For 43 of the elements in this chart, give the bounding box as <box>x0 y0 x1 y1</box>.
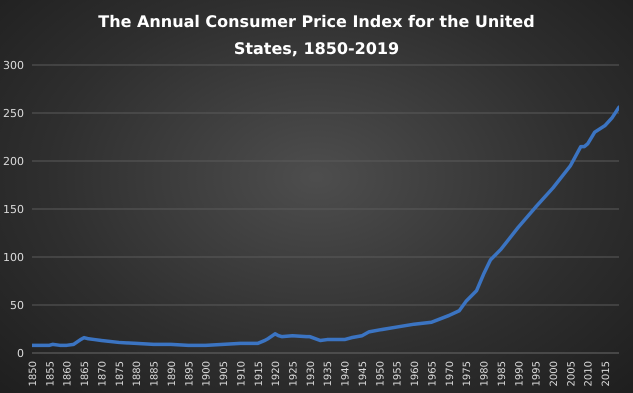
y-tick-label: 250 <box>3 106 24 120</box>
x-tick-label: 1900 <box>202 361 213 386</box>
x-tick-label: 1875 <box>114 361 126 386</box>
x-tick-label: 1990 <box>514 361 526 386</box>
x-tick-label: 1935 <box>323 361 334 386</box>
chart-title: The Annual Consumer Price Index for the United States, 1850-2019 <box>97 11 536 60</box>
x-tick-label: 1975 <box>462 361 474 386</box>
x-tick-label: 2015 <box>601 361 612 386</box>
x-tick-label: 1905 <box>219 361 230 386</box>
line-series <box>32 105 619 348</box>
x-tick-label: 1970 <box>444 361 456 386</box>
x-tick-label: 1850 <box>28 361 39 386</box>
x-tick-label: 1930 <box>306 361 317 386</box>
x-tick-label: 1920 <box>271 361 282 386</box>
x-tick-label: 1855 <box>45 361 56 386</box>
y-tick-label: 0 <box>17 346 24 360</box>
x-tick-label: 1955 <box>392 361 404 386</box>
x-tick-label: 1925 <box>288 361 300 386</box>
x-tick-label: 1980 <box>480 361 491 386</box>
x-tick-label: 2000 <box>549 361 560 386</box>
x-tick-label: 1860 <box>62 361 74 386</box>
x-tick-label: 1960 <box>410 361 422 386</box>
x-tick-label: 1910 <box>236 361 248 386</box>
x-tick-label: 1880 <box>132 361 144 386</box>
y-tick-label: 50 <box>10 298 24 312</box>
x-tick-label: 1915 <box>254 361 265 386</box>
x-tick-label: 1995 <box>532 361 543 386</box>
y-tick-label: 150 <box>3 202 24 216</box>
x-tick-label: 1950 <box>375 361 386 386</box>
y-tick-label: 300 <box>3 58 24 72</box>
x-tick-label: 1885 <box>150 361 161 386</box>
x-tick-label: 1870 <box>97 361 108 386</box>
x-tick-label: 1940 <box>340 361 352 386</box>
y-tick-label: 100 <box>3 250 24 264</box>
x-tick-label: 1945 <box>358 361 369 386</box>
x-tick-label: 1890 <box>166 361 178 386</box>
x-tick-label: 1985 <box>496 361 508 386</box>
x-tick-label: 1965 <box>427 361 438 386</box>
x-tick-label: 2010 <box>584 361 595 386</box>
x-tick-label: 1895 <box>184 361 196 386</box>
x-tick-label: 2005 <box>566 361 578 386</box>
y-tick-label: 200 <box>3 154 24 168</box>
x-tick-label: 1865 <box>80 361 92 386</box>
